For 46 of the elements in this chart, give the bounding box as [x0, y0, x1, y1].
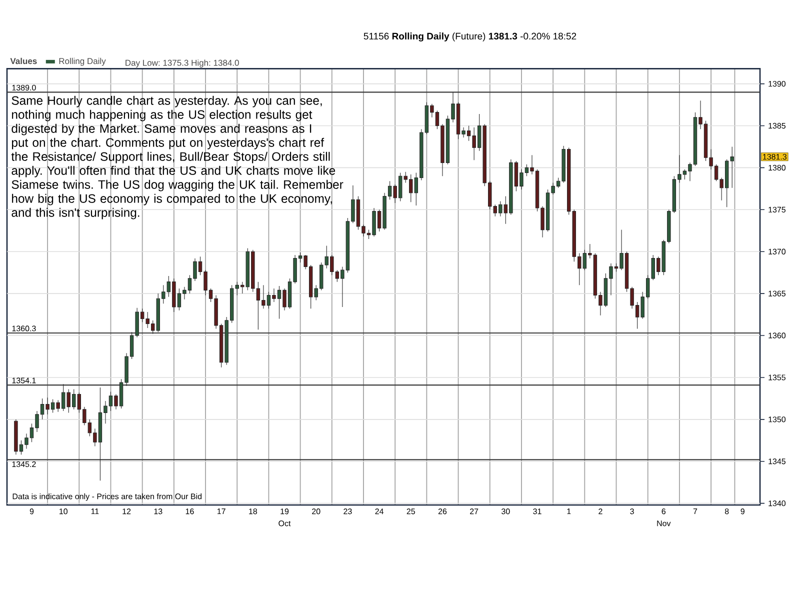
- x-tick-label: 30: [502, 508, 510, 514]
- x-tick-label: 31: [533, 508, 542, 514]
- legend-label: Rolling Daily: [59, 58, 106, 66]
- y-tick-label: 1375: [768, 206, 786, 212]
- x-tick-label: 16: [186, 508, 194, 514]
- x-tick-label: 6 Nov: [657, 508, 671, 526]
- x-tick-label: 23: [344, 508, 352, 514]
- chart-title: 51156 Rolling Daily (Future) 1381.3 -0.20% 18:52: [364, 32, 576, 42]
- y-tick-label: 1340: [768, 500, 786, 506]
- x-tick-label: 27: [470, 508, 478, 514]
- x-tick-label: 25: [406, 508, 415, 514]
- x-tick-label: 9: [30, 508, 34, 514]
- y-tick-label: 1370: [768, 248, 786, 254]
- chart-subtitle: Day Low: 1375.3 High: 1384.0: [126, 60, 239, 68]
- x-tick-label: 24: [375, 508, 384, 514]
- y-tick-label: 1350: [768, 416, 786, 422]
- ref-line-label: 1354.1: [12, 378, 36, 384]
- text: 1381.3: [763, 154, 787, 160]
- x-tick-label: 9: [740, 508, 744, 514]
- x-tick-label: 19 Oct: [278, 508, 291, 526]
- y-tick-label: 1380: [768, 164, 786, 171]
- x-tick-label: 2: [598, 508, 602, 514]
- x-tick-label: 13: [154, 508, 162, 514]
- y-tick-label: 1345: [768, 458, 786, 464]
- x-tick-label: 17: [217, 508, 226, 514]
- ref-line-label: 1389.0: [12, 84, 36, 90]
- x-tick-label: 12: [122, 508, 131, 514]
- x-tick-label: 10: [60, 508, 68, 514]
- x-tick-label: 26: [438, 508, 447, 514]
- annotation: Data is indicative only - Prices are taken from Our Bid: [12, 493, 202, 501]
- x-tick-label: 7: [693, 508, 698, 514]
- ref-line-label: 1345.2: [12, 461, 36, 468]
- y-tick-label: 1385: [768, 122, 786, 129]
- y-tick-label: 1355: [768, 374, 786, 380]
- x-tick-label: 18: [249, 508, 258, 514]
- y-tick-label: 1365: [768, 290, 786, 296]
- y-tick-label: 1390: [768, 80, 786, 87]
- legend-title: Values: [10, 58, 37, 64]
- x-tick-label: 3: [630, 508, 634, 514]
- text: Same Hourly candle chart as yesterday. As you can see, nothing much happening as the US election results get digested by the Market. Same moves and reasons as I put on the chart. Comments put on yesterdays's chart ref the Resistance/ Support lines, Bull/Bear Stops/ Orders still apply. You'll often find that the US and UK charts move like Siamese twins. The US dog wagging the UK tail. Remember how big the US economy is compared to the UK economy, and this isn't surprising.: [11, 96, 344, 220]
- x-tick-label: 11: [91, 508, 99, 514]
- x-tick-label: 8: [724, 508, 729, 514]
- x-tick-label: 1: [567, 508, 571, 514]
- ref-line-label: 1360.3: [12, 326, 36, 332]
- x-tick-label: 20: [312, 508, 320, 514]
- y-tick-label: 1360: [768, 332, 786, 338]
